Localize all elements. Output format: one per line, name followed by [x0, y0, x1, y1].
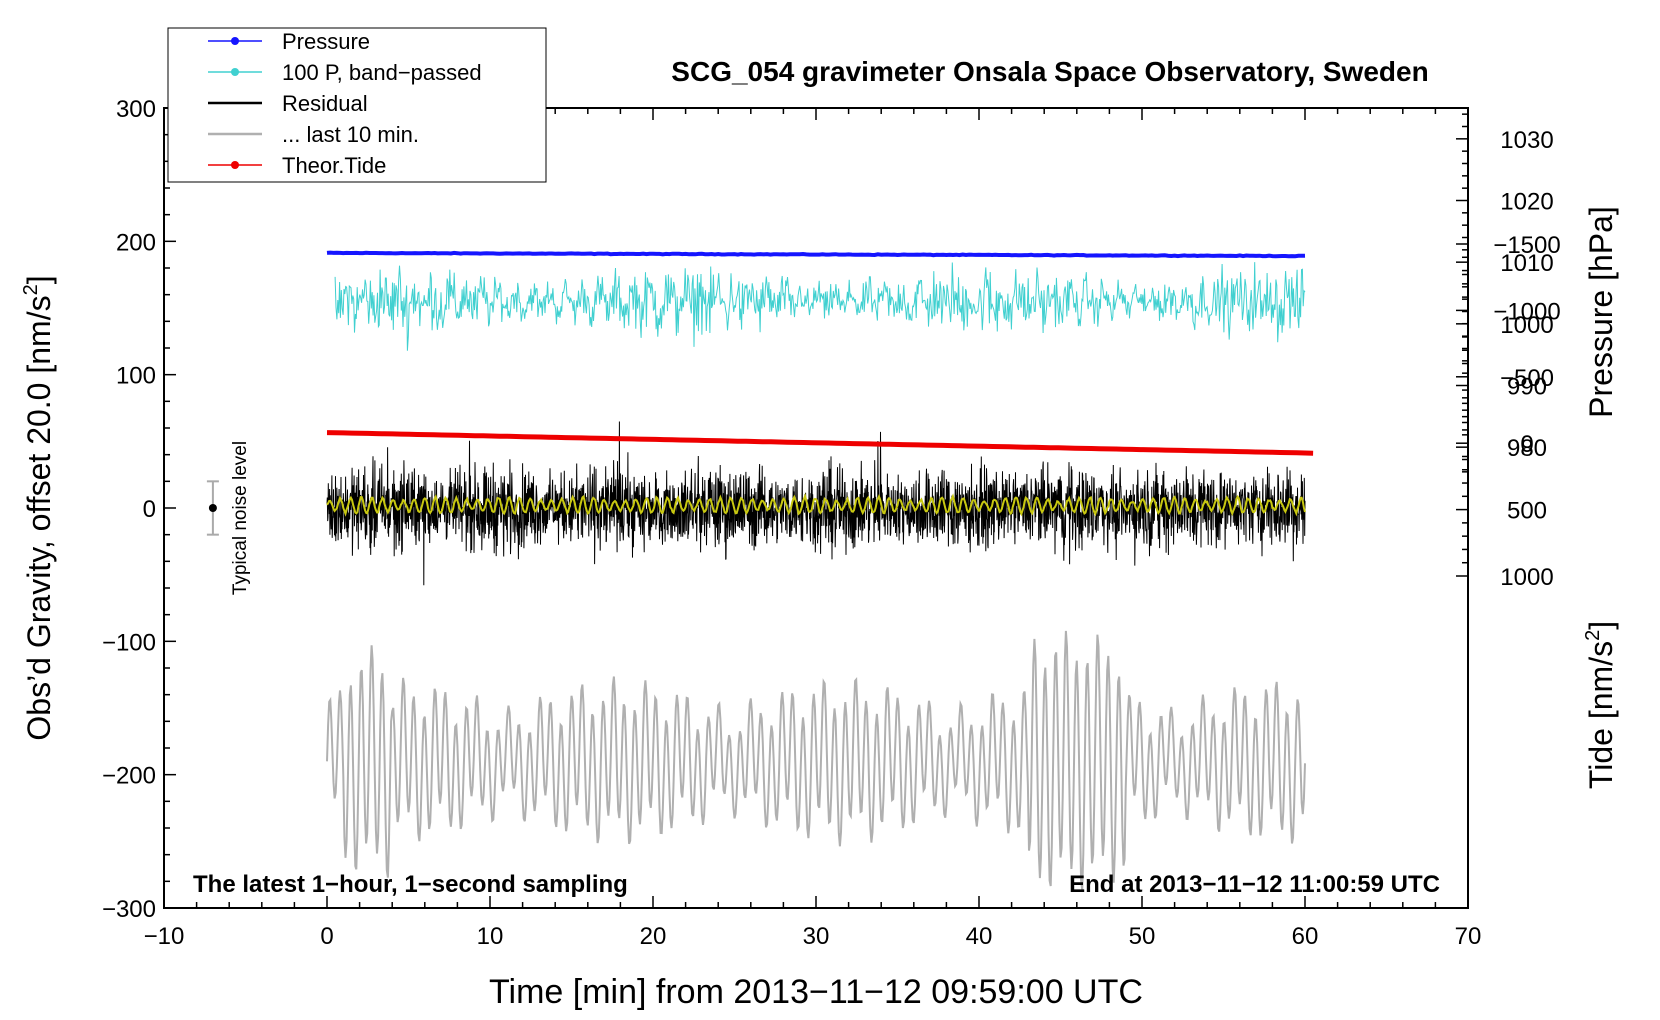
- legend-label: ... last 10 min.: [282, 122, 419, 147]
- tide-tick-label: −500: [1500, 365, 1554, 392]
- x-tick-label: 40: [966, 923, 993, 950]
- x-axis-label: Time [min] from 2013−11−12 09:59:00 UTC: [489, 973, 1143, 1011]
- pressure-tick-label: 1010: [1500, 250, 1553, 277]
- y-tick-label-left: 300: [116, 96, 156, 123]
- series-residual: [326, 421, 1306, 586]
- tide-tick-label: −1000: [1493, 298, 1560, 325]
- y-axis-label-pressure: Pressure [hPa]: [1583, 206, 1619, 418]
- pressure-tick-label: 990: [1507, 374, 1547, 401]
- y-tick-label-left: −300: [102, 896, 156, 923]
- x-tick-label: 20: [640, 923, 667, 950]
- x-tick-label: 60: [1292, 923, 1319, 950]
- series-layer: [326, 250, 1314, 891]
- legend-label: Residual: [282, 91, 368, 116]
- tide-tick-label: 500: [1507, 498, 1547, 525]
- annotation-sampling: The latest 1−hour, 1−second sampling: [193, 871, 628, 898]
- y-axis-label-left: Obs’d Gravity, offset 20.0 [nm/s2]: [20, 275, 57, 740]
- series-pressure: [326, 250, 1306, 259]
- pressure-tick-label: 1020: [1500, 189, 1553, 216]
- noise-level-dot: [208, 504, 217, 512]
- y-tick-label-left: −200: [102, 763, 156, 790]
- annotation-end-time: End at 2013−11−12 11:00:59 UTC: [1069, 871, 1440, 898]
- series-band-passed-pressure: [334, 262, 1306, 351]
- pressure-tick-label: 980: [1507, 435, 1547, 462]
- y-tick-label-left: 100: [116, 363, 156, 390]
- y-tick-label-left: 200: [116, 229, 156, 256]
- series-theor-tide: [326, 430, 1314, 456]
- legend-label: Theor.Tide: [282, 153, 386, 178]
- y-tick-label-left: 0: [143, 496, 156, 523]
- legend-marker: [231, 161, 239, 169]
- x-tick-label: 0: [320, 923, 333, 950]
- chart-title: SCG_054 gravimeter Onsala Space Observat…: [671, 56, 1428, 87]
- legend-entry: 100 P, band−passed: [208, 60, 482, 85]
- ticks-layer: −10 0 10 20 30 40 50 60 703002001000−100−200−300…: [102, 96, 1561, 950]
- x-tick-label: 70: [1455, 923, 1482, 950]
- x-tick-label: −10: [144, 923, 185, 950]
- legend-marker: [231, 37, 239, 45]
- series-residual-smoothed: [326, 492, 1306, 517]
- tide-tick-label: 0: [1520, 431, 1533, 458]
- legend-entry: ... last 10 min.: [208, 122, 419, 147]
- legend-marker: [231, 68, 239, 76]
- legend-box: [167, 27, 547, 183]
- legend-label: 100 P, band−passed: [282, 60, 482, 85]
- legend-entry: Residual: [208, 91, 368, 116]
- pressure-tick-label: 1000: [1500, 312, 1553, 339]
- legend-entry: Pressure: [208, 29, 370, 54]
- legend-label: Pressure: [282, 29, 370, 54]
- noise-level-indicator: Typical noise level: [206, 441, 251, 595]
- series-last-10-min: [326, 630, 1306, 891]
- pressure-tick-label: 1030: [1500, 127, 1553, 154]
- tide-tick-label: −1500: [1493, 232, 1560, 259]
- noise-level-label: Typical noise level: [230, 441, 251, 595]
- legend-entry: Theor.Tide: [208, 153, 386, 178]
- legend: Pressure 100 P, band−passed Residual ... la…: [167, 27, 547, 183]
- x-tick-label: 30: [803, 923, 830, 950]
- tide-tick-label: 1000: [1500, 564, 1553, 591]
- y-axis-label-tide: Tide [nm/s2]: [1582, 621, 1619, 789]
- y-tick-label-left: −100: [102, 629, 156, 656]
- x-tick-label: 10: [477, 923, 504, 950]
- x-tick-label: 50: [1129, 923, 1156, 950]
